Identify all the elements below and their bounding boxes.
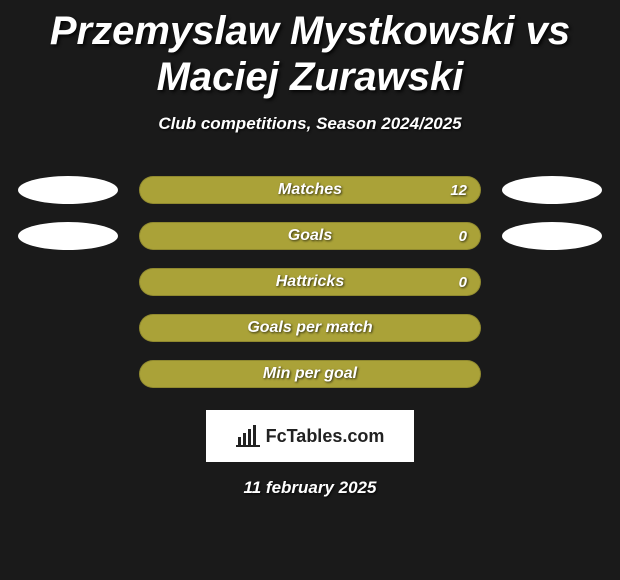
bar-chart-icon — [236, 425, 260, 447]
stat-row: Matches 12 — [10, 176, 610, 204]
right-ellipse — [502, 222, 602, 250]
stat-value: 0 — [459, 274, 467, 291]
logo-box: FcTables.com — [206, 410, 414, 462]
stat-bar: Matches 12 — [139, 176, 481, 204]
stat-bar: Goals 0 — [139, 222, 481, 250]
comparison-title: Przemyslaw Mystkowski vs Maciej Zurawski — [0, 0, 620, 100]
logo-text: FcTables.com — [266, 426, 385, 447]
stat-label: Matches — [278, 181, 342, 199]
stat-label: Goals — [288, 227, 332, 245]
stat-row: Min per goal — [10, 360, 610, 388]
stat-row: Hattricks 0 — [10, 268, 610, 296]
left-ellipse — [18, 176, 118, 204]
right-ellipse — [502, 176, 602, 204]
date-label: 11 february 2025 — [0, 478, 620, 498]
stat-bar: Hattricks 0 — [139, 268, 481, 296]
stat-label: Goals per match — [247, 319, 372, 337]
stat-value: 12 — [450, 182, 467, 199]
comparison-subtitle: Club competitions, Season 2024/2025 — [0, 114, 620, 134]
stat-row: Goals 0 — [10, 222, 610, 250]
stat-label: Hattricks — [276, 273, 344, 291]
stat-row: Goals per match — [10, 314, 610, 342]
stat-rows: Matches 12 Goals 0 Hattricks 0 Goals per match… — [0, 176, 620, 388]
stat-bar: Min per goal — [139, 360, 481, 388]
stat-label: Min per goal — [263, 365, 357, 383]
stat-bar: Goals per match — [139, 314, 481, 342]
stat-value: 0 — [459, 228, 467, 245]
left-ellipse — [18, 222, 118, 250]
